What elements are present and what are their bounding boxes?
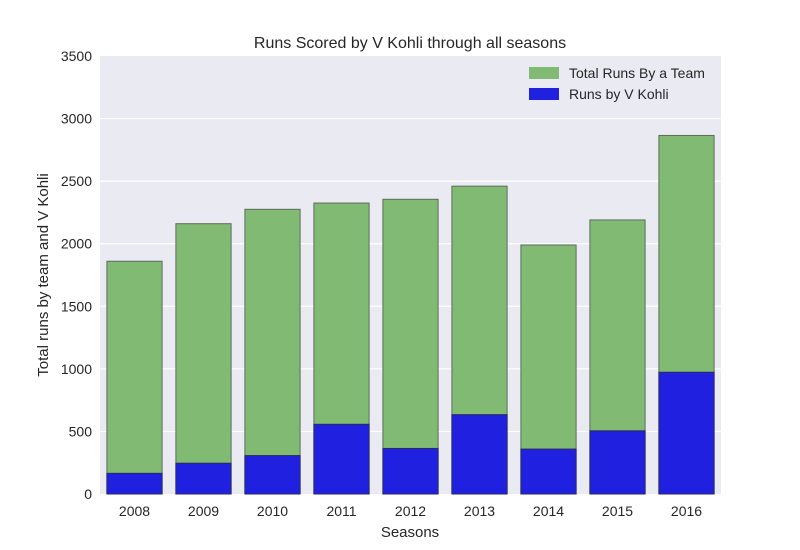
- y-tick-label: 3000: [61, 111, 92, 127]
- bar-kohli-2011: [313, 423, 370, 495]
- x-tick-label: 2009: [188, 503, 219, 519]
- legend-label-kohli: Runs by V Kohli: [569, 86, 669, 102]
- y-axis-label: Total runs by team and V Kohli: [35, 173, 52, 376]
- x-tick-label: 2010: [257, 503, 288, 519]
- y-tick-label: 500: [69, 423, 93, 439]
- legend-swatch-total: [529, 67, 559, 79]
- x-tick-label: 2011: [326, 503, 356, 519]
- bar-total-2009: [175, 223, 232, 495]
- x-tick-label: 2015: [602, 503, 633, 519]
- x-axis-label: Seasons: [381, 524, 439, 541]
- bar-kohli-2015: [589, 430, 646, 495]
- chart-title: Runs Scored by V Kohli through all seaso…: [254, 35, 566, 52]
- x-tick-label: 2012: [395, 503, 426, 519]
- legend: Total Runs By a Team Runs by V Kohli: [529, 65, 705, 102]
- y-tick-label: 1000: [61, 361, 92, 377]
- legend-swatch-kohli: [529, 88, 559, 100]
- kohli-runs-bars: [106, 371, 715, 495]
- legend-label-total: Total Runs By a Team: [569, 65, 705, 81]
- y-axis-ticks: 0 500 1000 1500 2000 2500 3000 3500: [61, 48, 92, 502]
- bar-kohli-2014: [520, 448, 577, 495]
- x-tick-label: 2013: [464, 503, 495, 519]
- bar-kohli-2012: [382, 447, 439, 495]
- bar-kohli-2016: [658, 371, 715, 495]
- y-tick-label: 0: [84, 486, 92, 502]
- bar-kohli-2009: [175, 462, 232, 495]
- x-tick-label: 2014: [533, 503, 564, 519]
- y-tick-label: 3500: [61, 48, 92, 64]
- y-tick-label: 1500: [61, 298, 92, 314]
- bar-kohli-2008: [106, 472, 163, 495]
- bar-kohli-2013: [451, 414, 508, 495]
- y-tick-label: 2000: [61, 236, 92, 252]
- bar-total-2008: [106, 260, 163, 495]
- x-tick-label: 2008: [119, 503, 150, 519]
- x-tick-label: 2016: [671, 503, 702, 519]
- x-axis-ticks: 2008 2009 2010 2011 2012 2013 2014 2015 2016: [119, 503, 702, 519]
- bar-kohli-2010: [244, 455, 301, 495]
- bar-total-2010: [244, 208, 301, 495]
- y-tick-label: 2500: [61, 173, 92, 189]
